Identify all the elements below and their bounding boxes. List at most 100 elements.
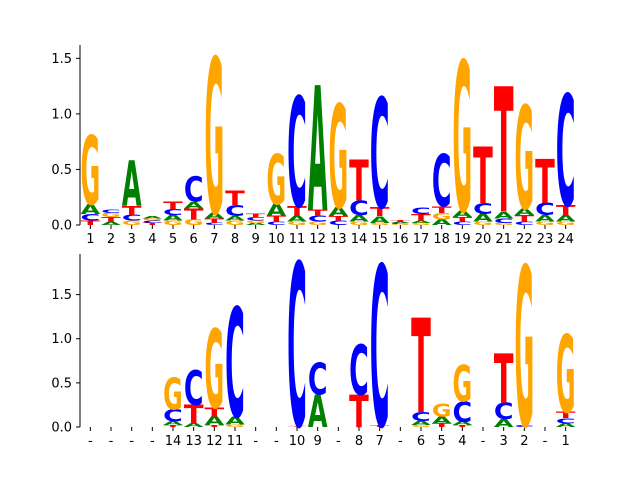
- logo-letter-c: C: [308, 353, 328, 405]
- logo-letter-g: G: [101, 212, 121, 219]
- x-tick-label: 6: [417, 434, 425, 449]
- logo-letter-c: C: [411, 205, 431, 216]
- logo-letter-g: G: [556, 314, 576, 438]
- logo-letter-t: T: [473, 131, 493, 221]
- logo-letter-a: A: [81, 201, 101, 217]
- logo-letter-t: T: [308, 208, 328, 219]
- y-tick-label: 0.5: [51, 376, 72, 391]
- logo-letter-c: C: [494, 399, 514, 425]
- logo-letter-c: C: [349, 197, 369, 221]
- x-tick-label: 23: [537, 232, 554, 247]
- logo-letter-c: C: [494, 217, 514, 224]
- logo-letter-t: T: [184, 206, 204, 223]
- x-tick-label: 7: [210, 232, 218, 247]
- logo-letter-t: T: [81, 219, 102, 226]
- logo-letter-a: A: [494, 210, 514, 221]
- x-tick-label: 10: [268, 232, 285, 247]
- logo-letter-a: A: [205, 212, 225, 221]
- logo-letter-c: C: [329, 219, 349, 226]
- logo-letter-c: C: [287, 217, 307, 478]
- logo-letter-g: G: [370, 222, 390, 226]
- x-tick-label: -: [274, 434, 279, 449]
- logo-letter-t: T: [349, 385, 369, 437]
- logo-letter-g: G: [287, 425, 307, 426]
- x-tick-label: 10: [289, 434, 306, 449]
- logo-letter-t: T: [349, 148, 369, 215]
- logo-letter-a: A: [556, 423, 577, 429]
- x-tick-label: 20: [475, 232, 492, 247]
- logo-letter-g: G: [143, 218, 163, 222]
- logo-panel-top: 0.00.51.01.51 2 3 4 5 6 7 8 9 10 11 12 13 14 15 16 17 18 1…: [51, 15, 576, 264]
- y-tick-label: 1.5: [51, 288, 72, 303]
- logo-letter-c: C: [163, 208, 183, 217]
- x-tick-label: 5: [438, 434, 446, 449]
- logo-letter-t: T: [556, 411, 576, 421]
- x-tick-label: 17: [413, 232, 430, 247]
- logo-letter-c: C: [225, 279, 245, 453]
- logo-letter-t: T: [556, 203, 576, 219]
- x-tick-label: 2: [520, 434, 528, 449]
- x-tick-label: 13: [330, 232, 347, 247]
- x-tick-label: 1: [562, 434, 570, 449]
- x-tick-label: 15: [371, 232, 388, 247]
- x-tick-label: 11: [227, 434, 244, 449]
- logo-letter-t: T: [163, 200, 183, 212]
- logo-letter-c: C: [163, 407, 183, 427]
- logo-letter-g: G: [246, 220, 266, 224]
- logo-letter-t: T: [391, 220, 411, 222]
- logo-letter-g: G: [432, 211, 452, 222]
- logo-letter-g: G: [411, 222, 431, 226]
- logo-letter-a: A: [535, 213, 555, 224]
- logo-letter-t: T: [453, 425, 473, 428]
- logo-letter-t: T: [205, 425, 225, 428]
- x-tick-label: 21: [495, 232, 512, 247]
- logo-letter-g: G: [163, 220, 183, 227]
- logo-letter-c: C: [308, 215, 328, 224]
- logo-letter-g: G: [122, 220, 142, 227]
- logo-letter-t: T: [432, 423, 452, 429]
- y-tick-label: 1.0: [51, 332, 72, 347]
- logo-letter-g: G: [163, 370, 183, 421]
- logo-letter-g: G: [225, 424, 245, 428]
- logo-letter-t: T: [143, 222, 163, 226]
- x-tick-label: -: [88, 434, 93, 449]
- logo-letter-a: A: [494, 417, 515, 430]
- y-tick-label: 1.0: [51, 107, 72, 122]
- x-tick-label: 7: [376, 434, 384, 449]
- logo-letter-a: A: [287, 215, 307, 224]
- logo-letter-c: C: [122, 214, 142, 223]
- logo-letter-a: A: [205, 414, 225, 428]
- logo-letter-g: G: [432, 400, 452, 421]
- logo-letter-t: T: [329, 215, 350, 222]
- logo-letter-a: A: [370, 214, 390, 225]
- logo-letter-t: T: [515, 214, 535, 225]
- x-tick-label: 8: [355, 434, 363, 449]
- x-tick-label: -: [129, 434, 134, 449]
- logo-letter-g: G: [225, 220, 245, 227]
- logo-letter-g: G: [556, 221, 576, 226]
- logo-letter-c: C: [267, 221, 287, 226]
- logo-letter-t: T: [246, 213, 266, 218]
- x-tick-label: 14: [351, 232, 368, 247]
- x-tick-label: 8: [231, 232, 239, 247]
- logo-letter-g: G: [184, 219, 204, 228]
- logo-letter-c: C: [473, 201, 493, 218]
- logo-letter-a: A: [432, 219, 452, 228]
- logo-letter-g: G: [515, 223, 535, 477]
- logo-letter-a: A: [432, 414, 452, 426]
- logo-letter-a: A: [163, 421, 184, 427]
- logo-letter-t: T: [432, 205, 452, 216]
- logo-letter-a: A: [391, 221, 411, 223]
- x-tick-label: 22: [516, 232, 533, 247]
- logo-letter-g: G: [515, 77, 535, 242]
- logo-letter-c: C: [370, 68, 390, 243]
- x-tick-label: 3: [500, 434, 508, 449]
- x-tick-label: -: [109, 434, 114, 449]
- logo-letter-g: G: [329, 76, 349, 241]
- logo-letter-c: C: [411, 410, 431, 424]
- logo-panel-bottom: 0.00.51.01.5- - - -14 13 12 11- -10 9-8 7-6 5 4-3 2-…: [51, 217, 576, 478]
- logo-letter-a: A: [184, 200, 204, 211]
- y-tick-label: 0.0: [51, 219, 72, 234]
- logo-letter-a: A: [473, 212, 493, 225]
